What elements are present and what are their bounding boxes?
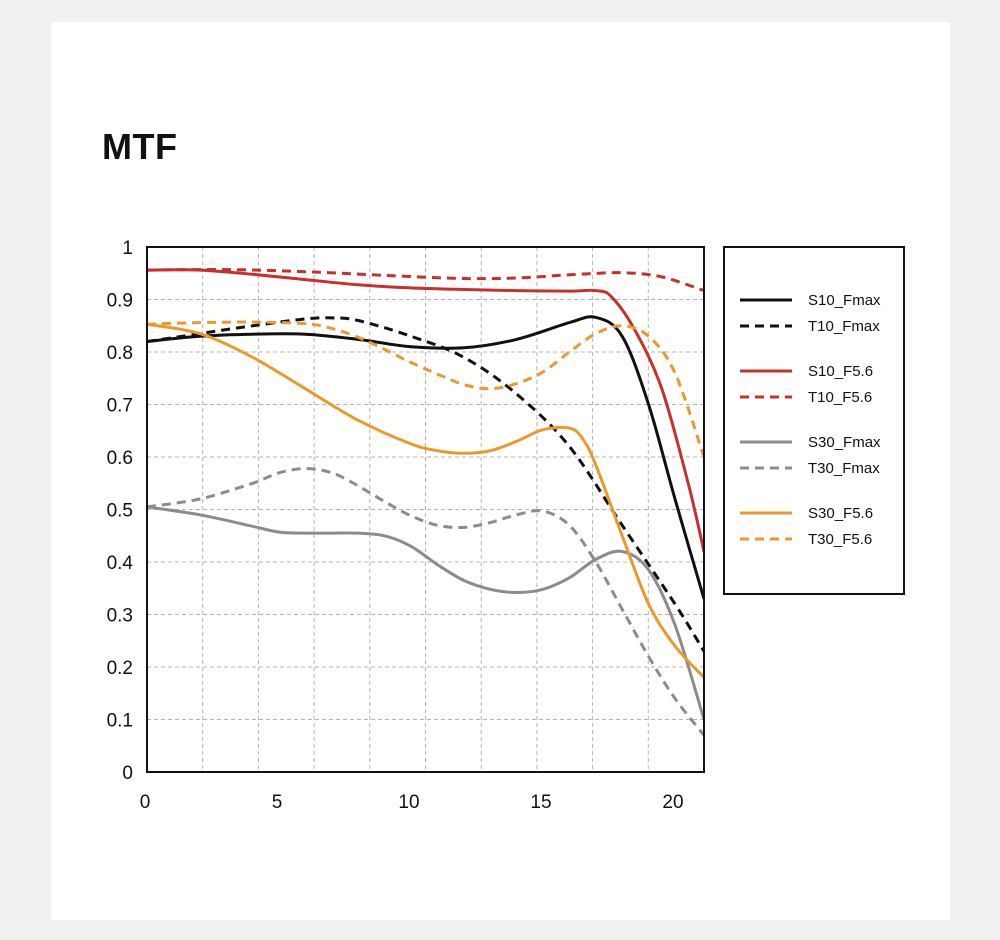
legend-label: S10_F5.6 — [808, 363, 873, 380]
series-line-s30-f5-6 — [147, 322, 704, 679]
legend-label: T30_F5.6 — [808, 531, 872, 548]
y-tick-label: 0.9 — [107, 291, 133, 312]
legend-label: S30_F5.6 — [808, 505, 873, 522]
y-tick-label: 0.3 — [107, 606, 133, 627]
x-tick-label: 15 — [530, 792, 551, 813]
series-line-t10-fmax — [147, 316, 704, 653]
series-line-s10-fmax — [147, 315, 704, 600]
x-tick-label: 0 — [140, 792, 151, 813]
y-tick-label: 0.4 — [107, 553, 134, 574]
y-tick-label: 0.8 — [107, 343, 133, 364]
series-line-s10-f5-6 — [147, 268, 704, 552]
y-tick-label: 0.2 — [107, 658, 133, 679]
legend-label: S10_Fmax — [808, 292, 881, 309]
series-line-t30-f5-6 — [147, 320, 704, 458]
y-tick-label: 1 — [122, 238, 133, 259]
legend-label: S30_Fmax — [808, 434, 881, 451]
legend: S10_Fmax T10_Fmax S10_F5.6 T10_F5.6 S30_Fmax… — [723, 246, 905, 595]
y-tick-label: 0.1 — [107, 711, 133, 732]
y-tick-label: 0.5 — [107, 501, 133, 522]
x-tick-label: 5 — [272, 792, 283, 813]
legend-label: T10_Fmax — [808, 318, 880, 335]
legend-label: T30_Fmax — [808, 460, 880, 477]
series-line-s30-fmax — [147, 505, 704, 720]
y-tick-label: 0.7 — [107, 396, 133, 417]
y-tick-label: 0.6 — [107, 448, 133, 469]
series-group — [147, 268, 704, 737]
legend-box — [723, 246, 905, 595]
x-tick-label: 10 — [398, 792, 419, 813]
y-tick-label: 0 — [122, 763, 133, 784]
legend-label: T10_F5.6 — [808, 389, 872, 406]
page-title: MTF — [102, 126, 178, 167]
x-tick-label: 20 — [662, 792, 683, 813]
series-line-t30-fmax — [147, 467, 704, 737]
plot-frame — [146, 246, 705, 773]
series-line-t10-f5-6 — [147, 268, 704, 293]
